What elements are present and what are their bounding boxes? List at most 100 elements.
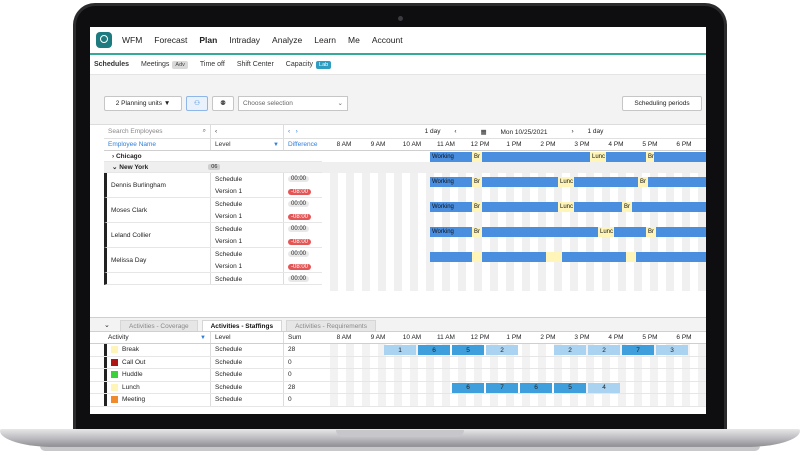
column-arrows[interactable]: ‹ ›: [284, 125, 322, 138]
activity-row[interactable]: Huddle Schedule 0: [90, 369, 706, 382]
lunch-bar[interactable]: Lunc: [598, 227, 614, 237]
staffing-cell[interactable]: 2: [486, 345, 518, 355]
next-day-button[interactable]: › 1 day: [565, 128, 609, 135]
group-view-button[interactable]: ⚉: [212, 95, 234, 111]
subnav-schedules[interactable]: Schedules: [94, 61, 129, 68]
working-shift-bar[interactable]: [482, 227, 598, 237]
working-shift-bar[interactable]: Working: [430, 152, 472, 162]
employee-row[interactable]: Schedule 00:00: [104, 273, 322, 285]
break-bar[interactable]: Br: [472, 227, 482, 237]
prev-column-arrow[interactable]: ‹: [211, 125, 284, 138]
break-bar[interactable]: Br: [622, 202, 632, 212]
selection-dropdown[interactable]: Choose selection ⌄: [238, 95, 348, 111]
level-header[interactable]: Level ▼: [211, 139, 284, 150]
collapse-chevron-icon[interactable]: ⌄: [104, 321, 110, 329]
working-shift-bar[interactable]: [482, 152, 590, 162]
planning-units-button[interactable]: 2 Planning units ▼: [104, 95, 182, 111]
working-shift-bar[interactable]: [614, 227, 646, 237]
lunch-bar[interactable]: Lunc: [558, 202, 574, 212]
working-shift-bar[interactable]: [574, 177, 638, 187]
activity-row[interactable]: Meeting Schedule 0: [90, 394, 706, 407]
working-shift-bar[interactable]: Working: [430, 227, 472, 237]
group-chicago[interactable]: › Chicago: [104, 151, 322, 162]
employee-name[interactable]: Melissa Day: [107, 248, 211, 272]
employee-name[interactable]: Moses Clark: [107, 198, 211, 222]
lunch-bar[interactable]: Lunc: [558, 177, 574, 187]
staffing-cell[interactable]: 5: [452, 345, 484, 355]
working-shift-bar[interactable]: [656, 227, 706, 237]
employee-row[interactable]: Dennis Burlingham Schedule Version 1 00:0…: [104, 173, 322, 198]
employee-name[interactable]: Dennis Burlingham: [107, 173, 211, 197]
subnav-capacity[interactable]: Capacity Lab: [286, 60, 332, 69]
nav-intraday[interactable]: Intraday: [229, 35, 261, 45]
filter-icon[interactable]: ▼: [273, 141, 279, 148]
employee-row[interactable]: Leland Collier Schedule Version 1 00:00 -0…: [104, 223, 322, 248]
tab-activities-coverage[interactable]: Activities - Coverage: [120, 320, 198, 331]
scheduling-periods-button[interactable]: Scheduling periods: [622, 95, 702, 111]
break-bar[interactable]: [472, 252, 482, 262]
break-bar[interactable]: [626, 252, 636, 262]
staffing-cell[interactable]: 2: [588, 345, 620, 355]
working-shift-bar[interactable]: [482, 202, 558, 212]
staffing-cell[interactable]: 1: [384, 345, 416, 355]
lunch-bar[interactable]: Lunc: [590, 152, 606, 162]
break-bar[interactable]: Br: [646, 227, 656, 237]
subnav-time-off[interactable]: Time off: [200, 61, 225, 68]
activity-row[interactable]: Lunch Schedule 28 6 7 6 5 4: [90, 381, 706, 394]
app-logo-icon[interactable]: [96, 32, 112, 48]
break-bar[interactable]: Br: [472, 202, 482, 212]
break-bar[interactable]: Br: [472, 152, 482, 162]
filter-icon[interactable]: ▼: [200, 334, 206, 341]
staffing-cell[interactable]: 3: [656, 345, 688, 355]
person-view-button[interactable]: ⚇: [186, 95, 208, 111]
activity-row[interactable]: Break Schedule 28 1 6 5 2 2 2 7 3: [90, 344, 706, 357]
activity-header[interactable]: Activity ▼: [104, 332, 211, 343]
nav-me[interactable]: Me: [348, 35, 360, 45]
group-new-york[interactable]: ⌄ New York 06: [104, 162, 322, 173]
employee-name-header[interactable]: Employee Name: [104, 139, 211, 150]
working-shift-bar[interactable]: [648, 177, 706, 187]
break-bar[interactable]: Br: [638, 177, 648, 187]
nav-analyze[interactable]: Analyze: [272, 35, 303, 45]
subnav-meetings[interactable]: Meetings Adv: [141, 60, 188, 69]
staffing-cell[interactable]: 2: [554, 345, 586, 355]
working-shift-bar[interactable]: [430, 252, 472, 262]
break-bar[interactable]: Br: [646, 152, 654, 162]
nav-forecast[interactable]: Forecast: [154, 35, 188, 45]
working-shift-bar[interactable]: [562, 252, 626, 262]
staffing-cell[interactable]: 5: [554, 382, 586, 393]
difference-header[interactable]: Difference: [288, 141, 318, 148]
activity-level-header[interactable]: Level: [211, 332, 284, 343]
nav-learn[interactable]: Learn: [314, 35, 337, 45]
tab-activities-staffings[interactable]: Activities - Staffings: [201, 320, 283, 331]
employee-name[interactable]: Leland Collier: [107, 223, 211, 247]
nav-account[interactable]: Account: [371, 35, 403, 45]
employee-name[interactable]: [107, 273, 211, 284]
date-picker[interactable]: ▦ Mon 10/25/2021: [475, 128, 554, 136]
subnav-shift-center[interactable]: Shift Center: [237, 61, 274, 68]
break-bar[interactable]: [546, 252, 562, 262]
activity-sum-header[interactable]: Sum: [288, 334, 302, 341]
nav-wfm[interactable]: WFM: [122, 35, 143, 45]
prev-day-button[interactable]: 1 day ‹: [419, 128, 463, 135]
working-shift-bar[interactable]: [654, 152, 706, 162]
activity-row[interactable]: Call Out Schedule 0: [90, 356, 706, 369]
staffing-cell[interactable]: 7: [622, 345, 654, 355]
staffing-cell[interactable]: 6: [520, 382, 552, 393]
working-shift-bar[interactable]: [574, 202, 622, 212]
schedule-timeline[interactable]: Working Br Lunc Br Working Br Lunc Br Working Br L…: [322, 151, 706, 291]
staffing-cell[interactable]: 6: [452, 382, 484, 393]
working-shift-bar[interactable]: Working: [430, 177, 472, 187]
employee-row[interactable]: Moses Clark Schedule Version 1 00:00 -08:0…: [104, 198, 322, 223]
nav-plan[interactable]: Plan: [199, 35, 218, 45]
working-shift-bar[interactable]: [606, 152, 646, 162]
working-shift-bar[interactable]: [482, 177, 558, 187]
staffing-cell[interactable]: 7: [486, 382, 518, 393]
staffing-cell[interactable]: 6: [418, 345, 450, 355]
break-bar[interactable]: Br: [472, 177, 482, 187]
staffing-cell[interactable]: 4: [588, 382, 620, 393]
working-shift-bar[interactable]: [632, 202, 706, 212]
working-shift-bar[interactable]: [482, 252, 546, 262]
working-shift-bar[interactable]: [636, 252, 706, 262]
employee-row[interactable]: Melissa Day Schedule Version 1 00:00 -08:0…: [104, 248, 322, 273]
